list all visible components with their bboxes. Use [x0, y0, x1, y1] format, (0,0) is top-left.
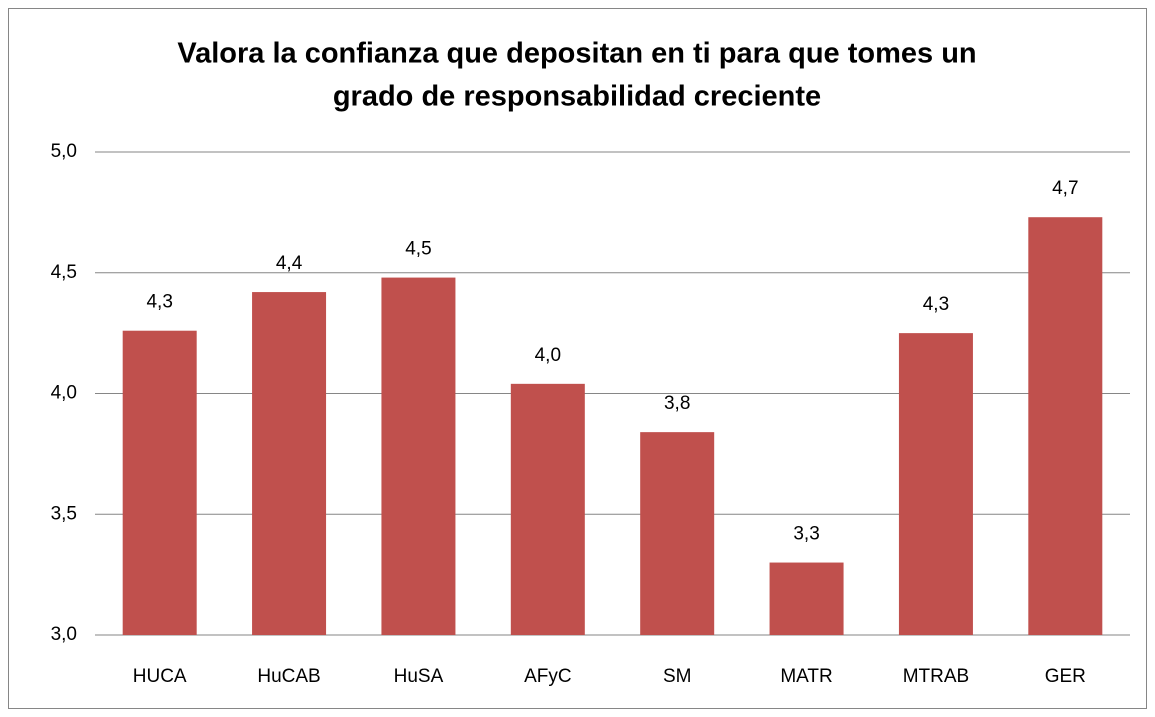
bar — [1028, 217, 1103, 635]
data-label: 4,5 — [405, 239, 431, 260]
data-label: 4,3 — [923, 294, 949, 315]
bar — [640, 432, 715, 635]
bar — [252, 292, 327, 635]
x-tick-label: MTRAB — [903, 666, 970, 687]
chart-title: Valora la confianza que depositan en ti … — [177, 38, 976, 70]
data-label: 3,8 — [664, 393, 690, 414]
data-label: 4,4 — [276, 253, 303, 274]
y-tick-label: 3,5 — [51, 503, 77, 524]
bar — [898, 333, 973, 635]
bar — [381, 277, 456, 635]
x-tick-label: HuSA — [394, 666, 444, 687]
y-tick-label: 4,5 — [51, 262, 77, 283]
y-tick-label: 5,0 — [51, 141, 77, 162]
x-tick-label: SM — [663, 666, 692, 687]
x-tick-label: AFyC — [524, 666, 572, 687]
x-tick-label: GER — [1045, 666, 1086, 687]
bar — [122, 330, 197, 635]
x-tick-label: HUCA — [133, 666, 187, 687]
x-tick-label: HuCAB — [257, 666, 320, 687]
data-label: 4,0 — [535, 345, 561, 366]
data-label: 4,3 — [146, 292, 172, 313]
y-tick-label: 4,0 — [51, 383, 77, 404]
x-tick-label: MATR — [780, 666, 832, 687]
chart-title: grado de responsabilidad creciente — [333, 81, 821, 113]
y-tick-label: 3,0 — [51, 624, 77, 645]
bar — [510, 383, 585, 635]
bar — [769, 562, 844, 635]
data-label: 3,3 — [793, 524, 819, 545]
data-label: 4,7 — [1052, 178, 1078, 199]
